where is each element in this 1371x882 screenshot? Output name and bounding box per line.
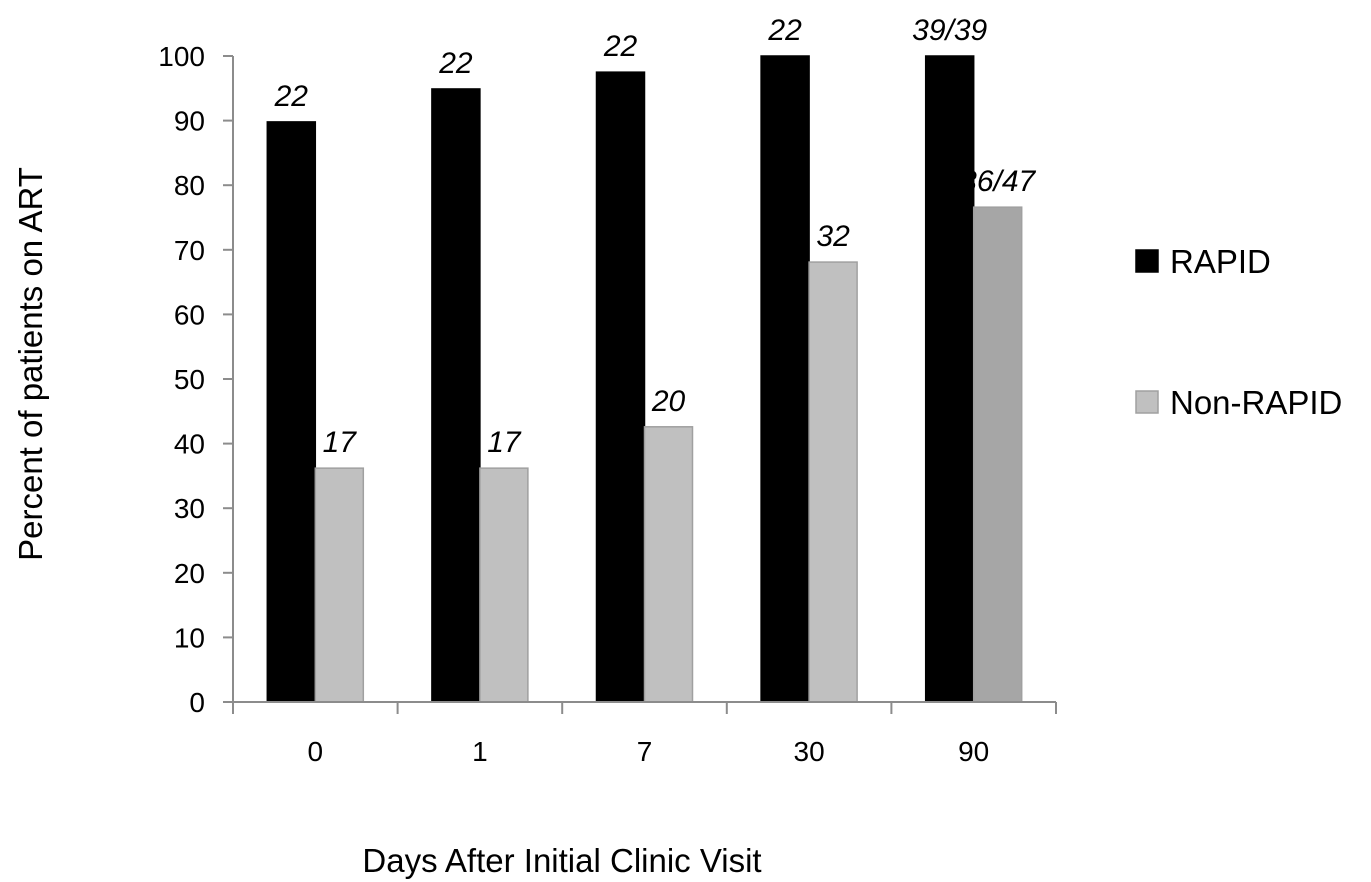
bars-layer — [266, 55, 1023, 703]
bar-rapid-1 — [431, 88, 481, 703]
y-tick-label-0: 0 — [189, 687, 205, 718]
legend: RAPID Non-RAPID — [1135, 243, 1342, 421]
bar-rapid-30 — [760, 55, 810, 703]
labels-layer: 22 17 22 17 22 20 22 32 39/39 36/47 — [274, 14, 1037, 459]
bar-rapid-0 — [266, 121, 317, 703]
y-tick-label-30: 30 — [174, 493, 205, 524]
y-axis-title: Percent of patients on ART — [12, 167, 49, 561]
x-tick-label-30: 30 — [794, 736, 825, 767]
bar-non-rapid-1 — [479, 467, 529, 703]
bar-non-rapid-0 — [314, 467, 365, 703]
legend-swatch-rapid — [1135, 249, 1159, 273]
x-tick-label-1: 1 — [472, 736, 488, 767]
y-tick-label-60: 60 — [174, 299, 205, 330]
data-label-rapid-90: 39/39 — [912, 14, 987, 47]
y-tick-label-70: 70 — [174, 235, 205, 266]
data-label-non-rapid-1: 17 — [487, 426, 522, 459]
x-tick-label-7: 7 — [637, 736, 653, 767]
bar-rapid-90 — [924, 55, 975, 703]
data-label-non-rapid-0: 17 — [323, 426, 358, 459]
y-tick-label-40: 40 — [174, 429, 205, 460]
data-label-rapid-0: 22 — [274, 80, 309, 113]
data-label-rapid-7: 22 — [603, 30, 638, 63]
legend-label-rapid: RAPID — [1170, 243, 1271, 280]
data-label-non-rapid-90: 36/47 — [960, 165, 1036, 198]
data-label-non-rapid-30: 32 — [816, 220, 850, 253]
bar-non-rapid-90 — [972, 206, 1023, 703]
bar-non-rapid-7 — [643, 426, 694, 703]
y-tick-label-90: 90 — [174, 106, 205, 137]
data-label-rapid-30: 22 — [767, 14, 802, 47]
y-tick-label-100: 100 — [158, 41, 205, 72]
y-tick-label-10: 10 — [174, 622, 205, 653]
x-tick-label-90: 90 — [958, 736, 989, 767]
y-tick-label-20: 20 — [174, 558, 205, 589]
bar-non-rapid-30 — [808, 261, 858, 703]
data-label-rapid-1: 22 — [438, 47, 473, 80]
legend-swatch-non-rapid — [1135, 390, 1159, 414]
x-axis-title: Days After Initial Clinic Visit — [362, 842, 761, 879]
legend-label-non-rapid: Non-RAPID — [1170, 384, 1342, 421]
y-tick-label-50: 50 — [174, 364, 205, 395]
x-tick-label-0: 0 — [308, 736, 324, 767]
bar-rapid-7 — [595, 71, 646, 703]
y-tick-label-80: 80 — [174, 170, 205, 201]
data-label-non-rapid-7: 20 — [651, 385, 686, 418]
